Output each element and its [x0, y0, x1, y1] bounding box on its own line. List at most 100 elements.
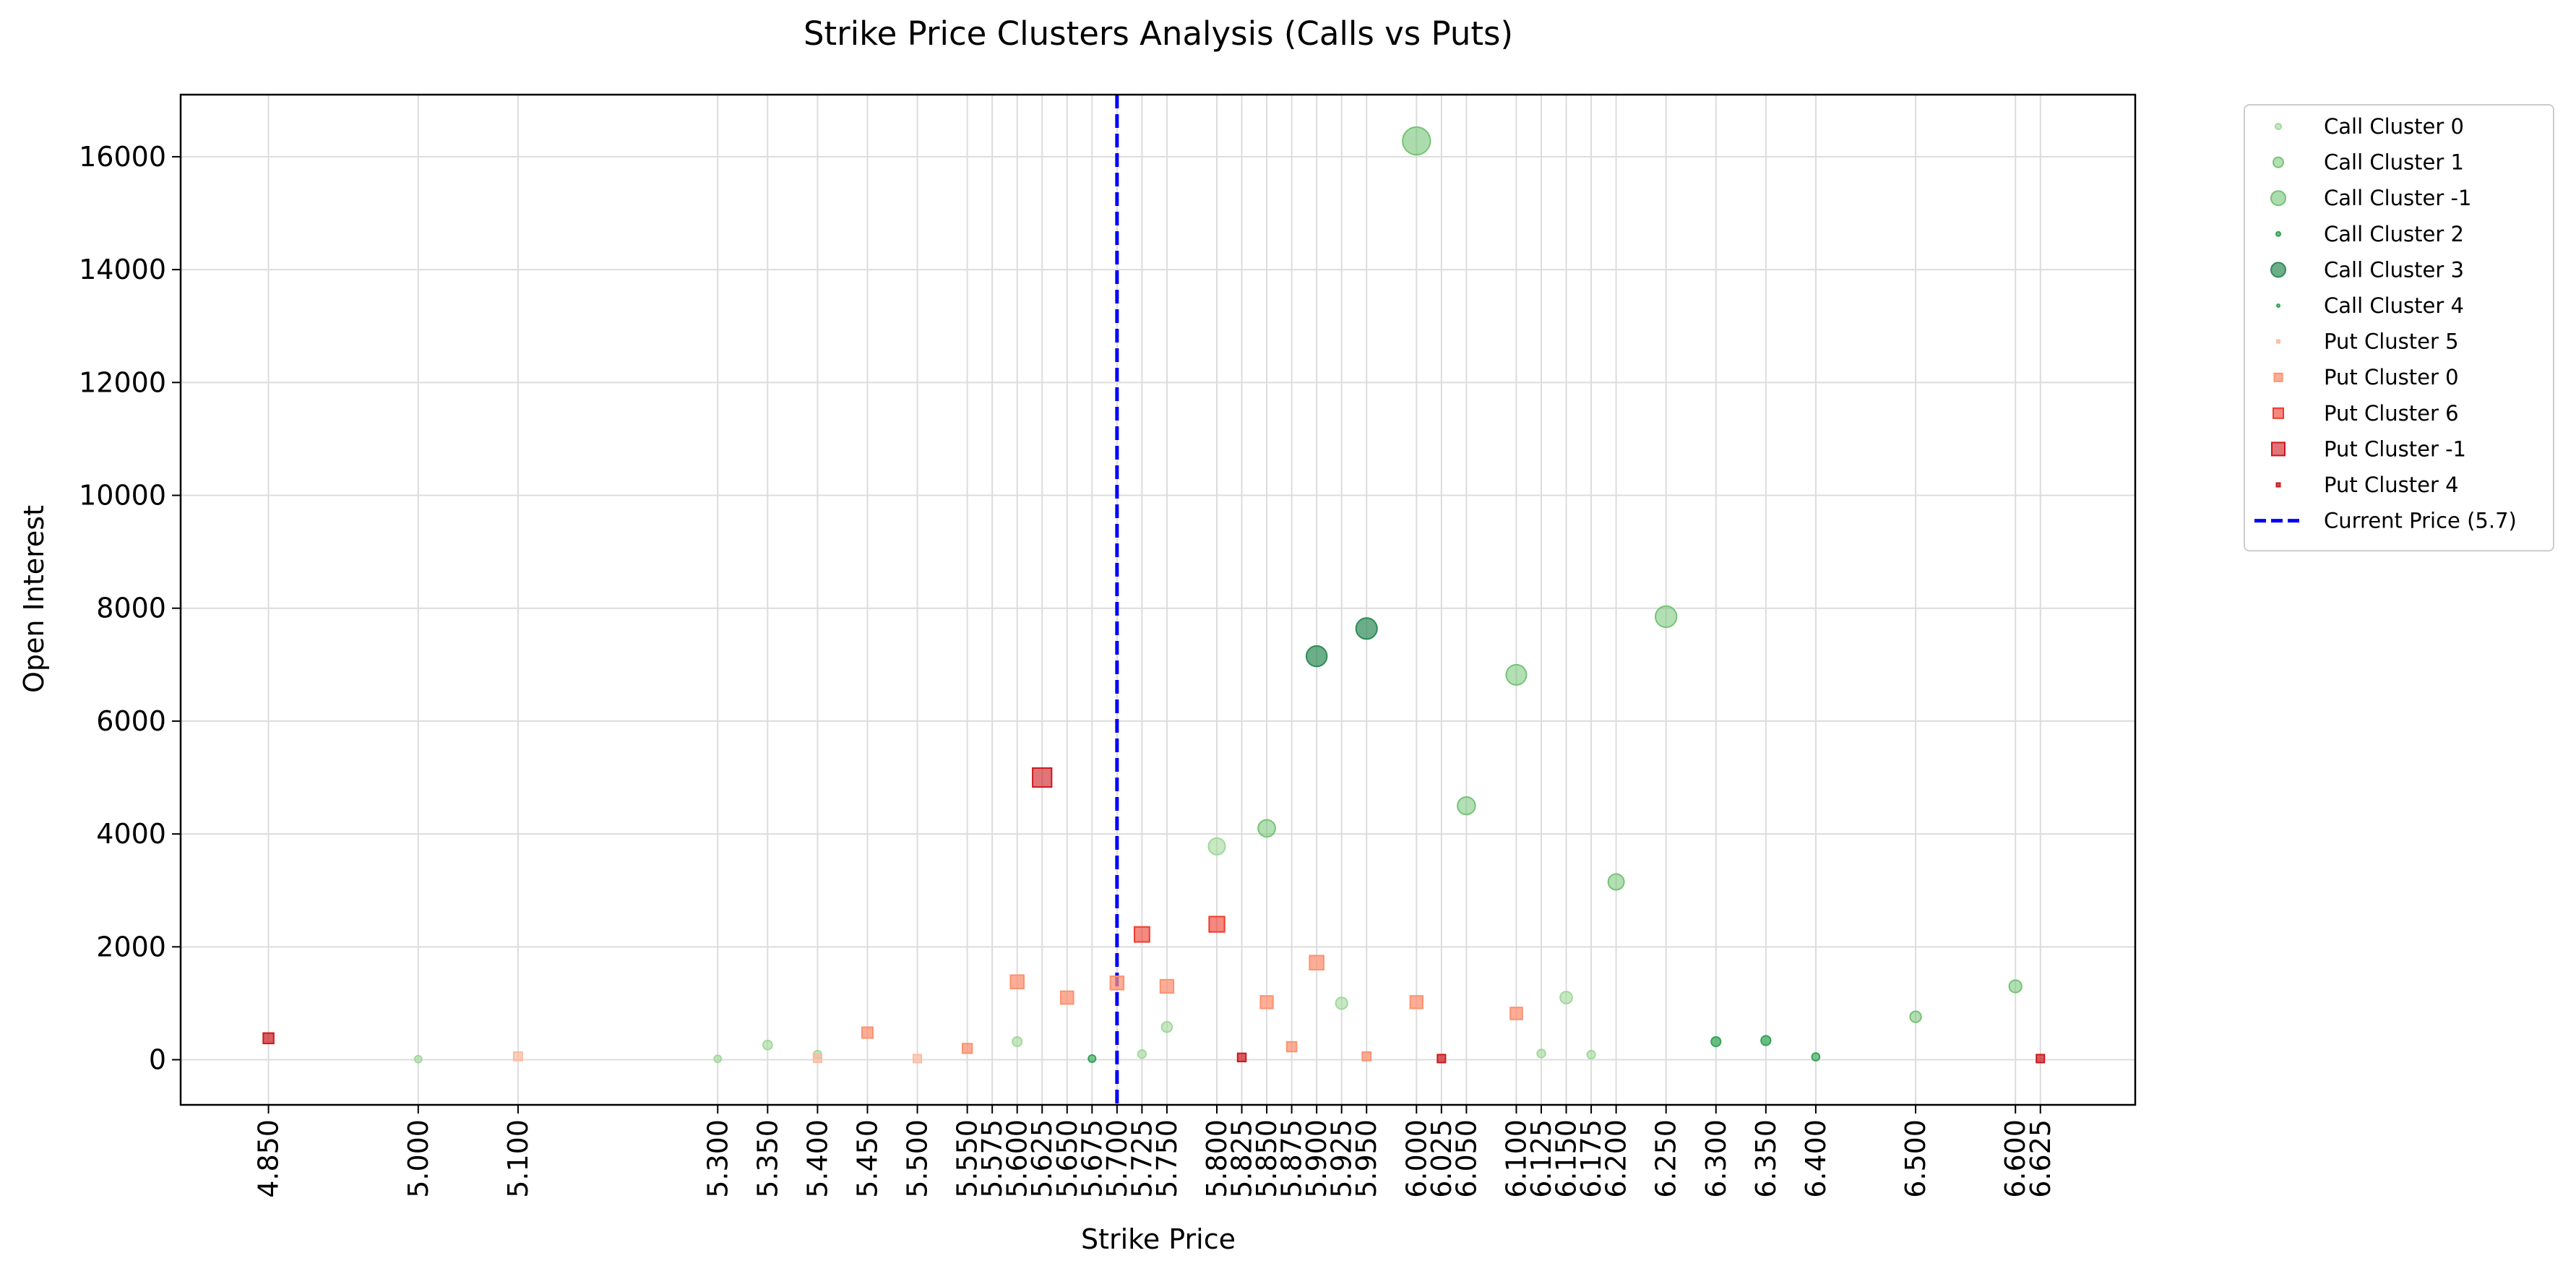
put-point: [913, 1054, 923, 1064]
data-points: [262, 126, 2046, 1064]
call-point: [1505, 663, 1528, 686]
x-tick-label: 5.450: [851, 1119, 883, 1198]
call-point: [2008, 979, 2023, 994]
call-point: [1305, 645, 1328, 668]
put-point: [262, 1032, 275, 1045]
call-point: [1909, 1010, 1922, 1023]
call-point: [1402, 126, 1431, 156]
call-point: [1655, 605, 1678, 629]
put-point: [1436, 1054, 1447, 1064]
x-tick-label: 5.575: [976, 1119, 1008, 1198]
y-tick-label: 16000: [79, 141, 166, 173]
call-point: [1207, 837, 1226, 856]
x-tick-label: 5.100: [502, 1119, 534, 1198]
x-tick-label: 5.825: [1226, 1119, 1258, 1198]
put-point: [812, 1053, 822, 1064]
call-point: [762, 1039, 773, 1051]
y-tick-label: 0: [149, 1044, 166, 1076]
legend: Call Cluster 0 Call Cluster 1 Call Cluster…: [2244, 104, 2554, 552]
put-point: [962, 1043, 973, 1054]
x-tick-label: 6.050: [1450, 1119, 1482, 1198]
call-point: [1257, 819, 1276, 838]
y-tick-label: 4000: [96, 818, 166, 850]
x-tick-label: 5.725: [1126, 1119, 1158, 1198]
call-point: [1137, 1049, 1147, 1059]
x-tick-label: 5.600: [1001, 1119, 1033, 1198]
x-tick-label: 6.625: [2025, 1119, 2056, 1198]
legend-marker-put: [2275, 482, 2281, 488]
put-point: [1133, 926, 1150, 943]
put-point: [1285, 1041, 1298, 1053]
legend-marker-call: [2276, 303, 2280, 308]
put-point: [1059, 990, 1074, 1005]
put-point: [1259, 995, 1274, 1009]
x-tick-label: 5.750: [1151, 1119, 1183, 1198]
x-tick-label: 6.250: [1650, 1119, 1682, 1198]
x-tick-label: 6.400: [1800, 1119, 1832, 1198]
grid-lines: [181, 95, 2135, 1105]
put-point: [2036, 1054, 2046, 1064]
x-tick-label: 5.000: [402, 1119, 434, 1198]
call-point: [1355, 617, 1378, 640]
legend-label: Put Cluster 4: [2324, 473, 2459, 497]
y-tick-label: 10000: [79, 480, 166, 512]
x-tick-label: 5.700: [1101, 1119, 1133, 1198]
put-point: [1361, 1051, 1372, 1061]
x-tick-label: 5.400: [801, 1119, 833, 1198]
put-point: [1009, 974, 1025, 990]
x-tick-label: 6.100: [1500, 1119, 1532, 1198]
x-tick-label: 5.800: [1201, 1119, 1233, 1198]
x-tick-label: 5.850: [1251, 1119, 1283, 1198]
x-tick-label: 6.500: [1900, 1119, 1931, 1198]
x-tick-label: 5.550: [952, 1119, 983, 1198]
call-point: [1160, 1020, 1173, 1033]
legend-marker-call: [2275, 231, 2281, 237]
call-point: [1457, 796, 1476, 816]
put-point: [1309, 955, 1324, 970]
call-point: [1760, 1035, 1772, 1046]
legend-label: Put Cluster 5: [2324, 330, 2459, 354]
x-tick-label: 5.875: [1276, 1119, 1308, 1198]
legend-marker-call: [2275, 123, 2282, 130]
legend-marker-put: [2271, 442, 2286, 457]
call-point: [713, 1054, 723, 1064]
call-point: [1811, 1052, 1821, 1061]
x-tick-label: 6.600: [1999, 1119, 2031, 1198]
legend-label: Call Cluster -1: [2324, 186, 2471, 210]
x-tick-label: 6.025: [1426, 1119, 1457, 1198]
legend-marker-put: [2273, 372, 2283, 382]
call-point: [1012, 1035, 1023, 1048]
call-point: [1586, 1049, 1596, 1060]
y-tick-label: 8000: [96, 593, 166, 624]
x-tick-label: 6.350: [1750, 1119, 1782, 1198]
legend-box: [2244, 104, 2554, 552]
x-tick-label: 5.900: [1301, 1119, 1332, 1198]
put-point: [1409, 995, 1423, 1009]
y-tick-label: 6000: [96, 705, 166, 737]
x-tick-label: 5.675: [1076, 1119, 1108, 1198]
x-tick-label: 5.350: [751, 1119, 783, 1198]
x-tick-label: 6.000: [1400, 1119, 1432, 1198]
axis-ticks: 4.850 5.000 5.100 5.300 5.350 5.400 5.450 5.500…: [79, 141, 2056, 1198]
x-tick-label: 5.650: [1051, 1119, 1083, 1198]
legend-label: Put Cluster 0: [2324, 365, 2459, 389]
legend-marker-call: [2273, 156, 2284, 168]
call-point: [1559, 991, 1573, 1004]
call-point: [413, 1054, 423, 1064]
legend-label: Call Cluster 2: [2324, 222, 2464, 246]
y-tick-label: 12000: [79, 366, 166, 398]
legend-label: Put Cluster 6: [2324, 401, 2459, 426]
legend-marker-put: [2276, 339, 2280, 344]
x-tick-label: 4.850: [253, 1119, 285, 1198]
legend-label: Put Cluster -1: [2324, 436, 2466, 461]
legend-label: Call Cluster 0: [2324, 114, 2464, 139]
x-tick-label: 6.200: [1601, 1119, 1632, 1198]
x-tick-label: 6.300: [1700, 1119, 1732, 1198]
call-point: [1335, 996, 1348, 1010]
legend-label: Current Price (5.7): [2324, 509, 2517, 533]
legend-label: Call Cluster 1: [2324, 150, 2464, 175]
y-tick-label: 14000: [79, 254, 166, 285]
legend-marker-call: [2270, 262, 2286, 278]
put-point: [861, 1026, 874, 1039]
